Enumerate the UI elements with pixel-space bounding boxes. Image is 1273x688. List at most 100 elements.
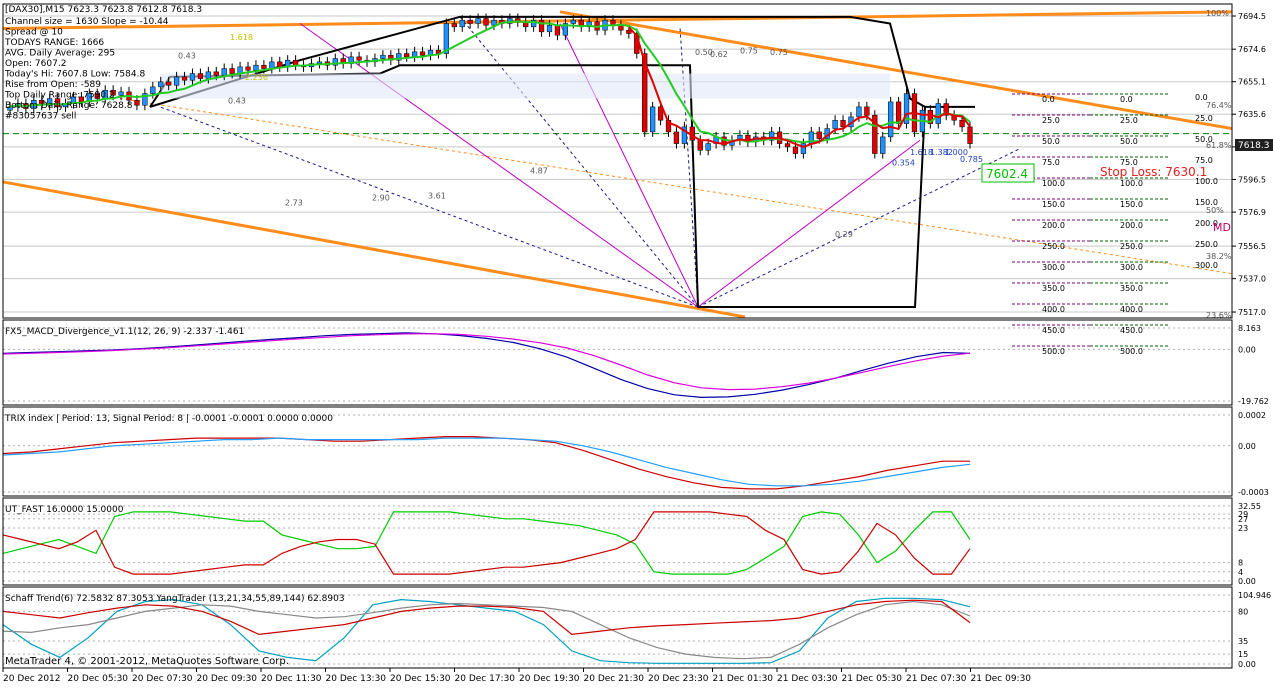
- candle: [261, 64, 267, 69]
- candle: [673, 131, 680, 144]
- price-tick-label: 7674.6: [1238, 45, 1266, 54]
- indicator-tick-label: 32.55: [1238, 502, 1261, 511]
- price-tick-label: 7596.5: [1238, 175, 1266, 184]
- fib-mid-label: 100.0: [1120, 179, 1143, 188]
- fib-percent-label: 76.4%: [1206, 101, 1232, 110]
- fib-mid-label: 250.0: [1120, 242, 1143, 251]
- price-tick-label: 7556.5: [1238, 242, 1266, 251]
- info-line: Channel size = 1630 Slope = -10.44: [5, 17, 169, 27]
- macd-title: FX5_MACD_Divergence_v1.1(12, 26, 9) -2.3…: [5, 327, 244, 337]
- candle: [872, 114, 878, 154]
- candle: [189, 73, 196, 81]
- candle: [213, 71, 219, 76]
- candle: [792, 146, 799, 154]
- pane-frame: [2, 586, 1233, 669]
- price-tick-label: 7655.1: [1238, 78, 1266, 87]
- candle: [158, 81, 164, 88]
- candle: [927, 109, 933, 124]
- current-price-tag: 7618.3: [1238, 141, 1270, 151]
- ut-fast-title: UT_FAST 16.0000 15.0000: [5, 505, 124, 515]
- indicator-tick-label: 0.00: [1238, 660, 1256, 669]
- fib-left-label: 25.0: [1042, 116, 1060, 125]
- fan-line: [559, 23, 699, 308]
- schaff-title: Schaff Trend(6) 72.5832 87.3053 YangTrad…: [5, 594, 345, 604]
- fib-percent-label: 100%: [1206, 9, 1229, 18]
- fib-percent-label: 50%: [1206, 206, 1224, 215]
- candle: [110, 89, 116, 96]
- candle: [181, 76, 188, 81]
- time-tick-label: 21 Dec 05:30: [842, 674, 903, 684]
- fib-left-label: 150.0: [1042, 200, 1065, 209]
- candle: [380, 54, 386, 59]
- upper-channel-line: [2, 10, 1233, 31]
- fib-small-label: 1.000: [945, 148, 968, 157]
- indicator-tick-label: -19.762: [1238, 397, 1269, 406]
- green-moving-average: [9, 20, 971, 144]
- candle: [443, 23, 449, 54]
- candle: [880, 136, 886, 154]
- candle: [864, 106, 870, 116]
- fib-left-label: 300.0: [1042, 263, 1065, 272]
- info-line: Bottom Daily Range: 7628.8: [5, 101, 133, 111]
- time-tick-label: 21 Dec 07:30: [906, 674, 967, 684]
- price-tick-label: 7694.5: [1238, 12, 1266, 21]
- fib-left-label: 500.0: [1042, 347, 1065, 356]
- info-line: Open: 7607.2: [5, 59, 66, 69]
- indicator-tick-label: 23: [1238, 524, 1248, 533]
- fib-right-label: 0.0: [1195, 93, 1208, 102]
- descending-channel-line: [559, 10, 1233, 131]
- candle: [253, 64, 259, 71]
- candle: [538, 19, 545, 33]
- copyright: MetaTrader 4, © 2001-2012, MetaQuotes So…: [5, 656, 289, 667]
- candle: [475, 18, 481, 24]
- fib-left-label: 400.0: [1042, 305, 1065, 314]
- time-tick-label: 21 Dec 03:30: [777, 674, 838, 684]
- candle: [705, 143, 711, 151]
- fib-percent-label: 38.2%: [1206, 252, 1232, 261]
- candle: [570, 19, 576, 24]
- indicator-series-line: [2, 599, 971, 636]
- indicator-series-line: [2, 511, 971, 575]
- fib-right-label: 200.0: [1195, 219, 1218, 228]
- indicator-tick-label: 8: [1238, 559, 1243, 568]
- indicator-series-line: [2, 511, 971, 575]
- time-tick-label: 20 Dec 15:30: [390, 674, 451, 684]
- trix-title: TRIX index | Period: 13, Signal Period: …: [4, 414, 333, 424]
- fib-left-label: 450.0: [1042, 326, 1065, 335]
- candle: [626, 29, 632, 34]
- candle: [546, 24, 553, 33]
- info-line: AVG. Daily Average: 295: [5, 49, 115, 59]
- candle: [769, 131, 775, 141]
- fan-line: [679, 26, 699, 308]
- fib-mid-label: 0.0: [1120, 95, 1133, 104]
- mid-channel-line: [119, 98, 1233, 275]
- fan-line: [299, 23, 699, 308]
- indicator-series-line: [2, 437, 971, 487]
- candle: [197, 73, 204, 79]
- channel-label: 0.75: [770, 48, 788, 57]
- fib-mid-label: 400.0: [1120, 305, 1143, 314]
- fan-line: [697, 139, 921, 308]
- candle: [245, 66, 251, 71]
- fib-mid-label: 450.0: [1120, 326, 1143, 335]
- time-tick-label: 20 Dec 07:30: [132, 674, 193, 684]
- fib-right-label: 25.0: [1195, 114, 1213, 123]
- candle: [292, 59, 299, 66]
- fib-small-label: 1.382: [930, 148, 953, 157]
- fib-mid-label: 350.0: [1120, 284, 1143, 293]
- pane-frame: [2, 319, 1233, 406]
- fib-small-label: 1.618: [910, 148, 933, 157]
- fib-percent-label: 61.8%: [1206, 141, 1232, 150]
- fib-right-label: 50.0: [1195, 135, 1213, 144]
- candle: [396, 53, 402, 61]
- fib-mid-label: 75.0: [1120, 158, 1138, 167]
- candle: [562, 23, 569, 36]
- stop-loss-label: Stop Loss: 7630.1: [1100, 165, 1207, 179]
- red-moving-average: [628, 26, 971, 148]
- time-tick-label: 20 Dec 11:30: [261, 674, 322, 684]
- fan-label: 3.61: [428, 192, 446, 201]
- candle: [642, 53, 648, 133]
- candle: [491, 19, 497, 26]
- info-panel: Channel size = 1630 Slope = -10.44Spread…: [4, 17, 169, 122]
